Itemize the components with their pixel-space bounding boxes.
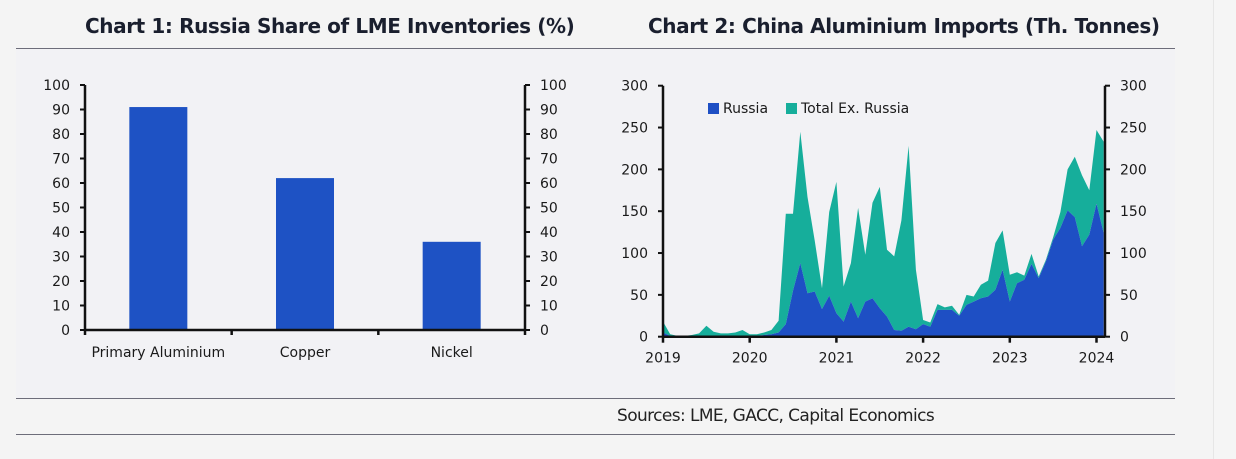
y-tick-label-left: 40: [52, 225, 70, 241]
y-tick-label-left: 60: [52, 176, 70, 192]
y-tick-label-right: 90: [540, 103, 558, 119]
header-divider: [16, 48, 1175, 49]
y-tick-label-right: 100: [1120, 246, 1147, 262]
y-tick-label-right: 100: [540, 78, 567, 94]
y-tick-label-right: 20: [540, 274, 558, 290]
y-tick-label-right: 50: [540, 201, 558, 217]
chart-panel: [16, 48, 1175, 398]
y-tick-label-left: 100: [43, 78, 70, 94]
legend-label-russia: Russia: [723, 101, 768, 117]
y-tick-label-left: 70: [52, 152, 70, 168]
y-tick-label-right: 250: [1120, 121, 1147, 137]
sources-note: Sources: LME, GACC, Capital Economics: [617, 406, 935, 426]
y-tick-label-left: 100: [621, 246, 648, 262]
y-tick-label-left: 50: [52, 201, 70, 217]
chart1-title: Chart 1: Russia Share of LME Inventories…: [85, 14, 575, 38]
y-tick-label-right: 300: [1120, 79, 1147, 95]
y-tick-label-right: 50: [1120, 288, 1138, 304]
bar-copper: [276, 178, 334, 330]
bar-primary-aluminium: [129, 107, 188, 330]
area-total-ex-russia: [663, 130, 1104, 337]
x-tick-label: 2020: [732, 351, 768, 367]
y-tick-label-right: 70: [540, 152, 558, 168]
x-tick-label: 2019: [645, 351, 681, 367]
y-tick-label-left: 200: [621, 162, 648, 178]
y-tick-label-right: 150: [1120, 204, 1147, 220]
y-tick-label-left: 0: [61, 323, 70, 339]
x-tick-label: Copper: [280, 345, 331, 361]
footer-divider-bottom: [16, 434, 1175, 435]
y-tick-label-right: 80: [540, 127, 558, 143]
window-right-edge: [1213, 0, 1236, 459]
y-tick-label-left: 150: [621, 204, 648, 220]
y-tick-label-right: 200: [1120, 162, 1147, 178]
area-russia: [663, 203, 1104, 337]
legend-swatch-total-ex-russia: [786, 103, 797, 114]
footer-divider-top: [16, 398, 1175, 399]
y-tick-label-right: 0: [1120, 330, 1129, 346]
x-tick-label: Primary Aluminium: [91, 345, 225, 361]
x-tick-label: Nickel: [431, 345, 473, 361]
y-tick-label-right: 60: [540, 176, 558, 192]
x-tick-label: 2024: [1079, 351, 1115, 367]
y-tick-label-left: 50: [630, 288, 648, 304]
legend-label-total-ex-russia: Total Ex. Russia: [800, 101, 909, 117]
x-tick-label: 2021: [819, 351, 855, 367]
y-tick-label-left: 10: [52, 299, 70, 315]
y-tick-label-right: 0: [540, 323, 549, 339]
chart2-title: Chart 2: China Aluminium Imports (Th. To…: [648, 14, 1160, 38]
y-tick-label-left: 90: [52, 103, 70, 119]
x-tick-label: 2023: [992, 351, 1028, 367]
chart1-bar-chart: Primary Aluminium Copper Nickel 0 0 10 10 20 20 3…: [43, 78, 567, 361]
y-tick-label-right: 40: [540, 225, 558, 241]
y-tick-label-left: 250: [621, 121, 648, 137]
y-tick-label-left: 80: [52, 127, 70, 143]
legend-swatch-russia: [708, 103, 719, 114]
x-tick-label: 2022: [905, 351, 941, 367]
bar-nickel: [422, 241, 481, 330]
y-tick-label-right: 10: [540, 299, 558, 315]
y-tick-label-left: 20: [52, 274, 70, 290]
y-tick-label-left: 30: [52, 250, 70, 266]
y-tick-label-left: 0: [639, 330, 648, 346]
chart2-area-chart: 2019 2020 2021 2022 2023 2024 0 0 50 50 100 100 150 1…: [621, 79, 1147, 367]
y-tick-label-right: 30: [540, 250, 558, 266]
y-tick-label-left: 300: [621, 79, 648, 95]
